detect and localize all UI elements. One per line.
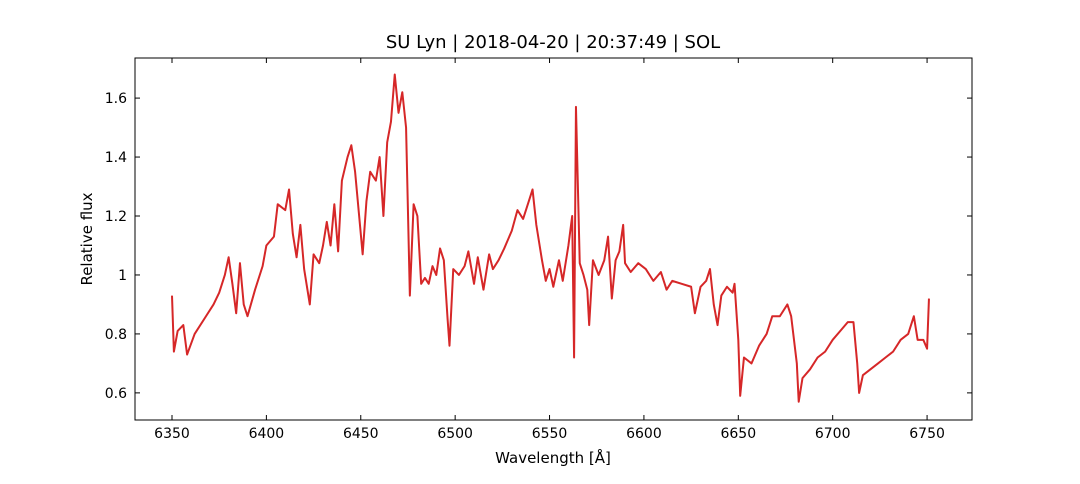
y-tick-label: 1.6	[105, 91, 127, 107]
x-axis-label: Wavelength [Å]	[495, 448, 611, 467]
y-axis-label: Relative flux	[78, 192, 96, 285]
x-tick-label: 6400	[249, 426, 285, 442]
chart-title: SU Lyn | 2018-04-20 | 20:37:49 | SOL	[386, 32, 720, 53]
x-tick-label: 6500	[437, 426, 473, 442]
x-tick-label: 6650	[720, 426, 756, 442]
plot-frame	[134, 57, 973, 421]
x-tick-label: 6600	[626, 426, 662, 442]
x-tick-label: 6550	[532, 426, 568, 442]
x-tick-label: 6750	[909, 426, 945, 442]
y-tick-label: 0.6	[105, 386, 127, 402]
x-tick-label: 6700	[815, 426, 851, 442]
y-tick-label: 1.2	[105, 209, 127, 225]
x-tick-label: 6350	[154, 426, 190, 442]
spectrum-line	[171, 73, 930, 403]
y-tick-label: 0.8	[105, 327, 127, 343]
y-tick-label: 1.4	[105, 150, 127, 166]
y-tick-label: 1	[118, 268, 127, 284]
x-tick-label: 6450	[343, 426, 379, 442]
